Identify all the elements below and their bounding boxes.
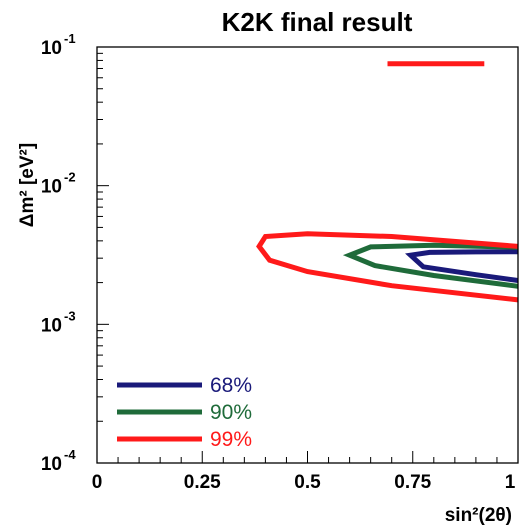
legend: 68% 90% 99% bbox=[117, 374, 252, 451]
x-tick-label: 0 bbox=[92, 472, 103, 493]
x-axis-label: sin²(2θ) bbox=[445, 505, 512, 526]
contour-curves bbox=[256, 61, 519, 303]
x-tick-label: 1 bbox=[505, 472, 516, 493]
x-tick-label: 0.5 bbox=[294, 472, 321, 493]
legend-label: 68% bbox=[210, 374, 252, 397]
y-tick-exponent: -4 bbox=[64, 447, 76, 462]
plot-frame bbox=[96, 46, 519, 464]
chart-title: K2K final result bbox=[222, 7, 413, 37]
series-99pct-curve bbox=[256, 231, 519, 303]
series-68pct-curve bbox=[405, 249, 519, 283]
y-axis-label: Δm² [eV²] bbox=[17, 143, 38, 227]
y-tick-exponent: -2 bbox=[64, 170, 76, 185]
legend-label: 99% bbox=[210, 428, 252, 451]
y-tick-exponent: -3 bbox=[64, 308, 76, 323]
x-tick-labels: 0 0.25 0.5 0.75 1 bbox=[92, 472, 516, 493]
legend-label: 90% bbox=[210, 401, 252, 424]
y-tick-label: 10 bbox=[41, 177, 62, 198]
series-90pct-curve bbox=[342, 242, 519, 289]
x-tick-label: 0.25 bbox=[184, 472, 221, 493]
x-tick-label: 0.75 bbox=[394, 472, 431, 493]
y-tick-label: 10 bbox=[41, 315, 62, 336]
y-tick-label: 10 bbox=[41, 454, 62, 475]
y-tick-exponent: -1 bbox=[64, 31, 76, 46]
y-tick-label: 10 bbox=[41, 38, 62, 59]
axis-ticks bbox=[96, 46, 519, 464]
y-tick-labels: 10-410-310-210-1 bbox=[41, 31, 76, 475]
